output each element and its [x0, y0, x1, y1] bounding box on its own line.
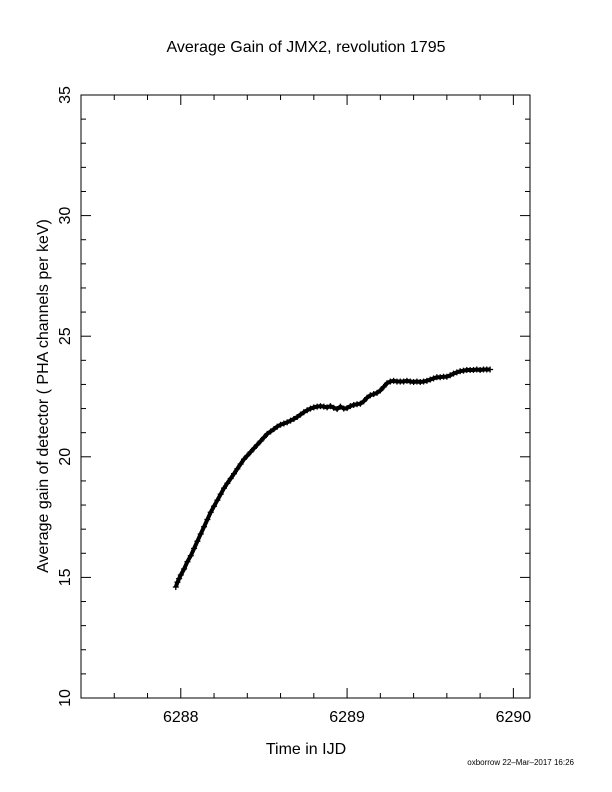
y-tick-label: 15 — [57, 568, 74, 586]
x-axis-label: Time in IJD — [266, 741, 346, 758]
x-tick-label: 6289 — [329, 709, 365, 726]
chart-title: Average Gain of JMX2, revolution 1795 — [167, 39, 446, 56]
y-tick-label: 35 — [57, 86, 74, 104]
data-points — [172, 366, 494, 591]
plot-frame — [80, 94, 531, 699]
y-tick-label: 25 — [57, 327, 74, 345]
y-tick-label: 30 — [57, 207, 74, 225]
x-tick-labels: 6288 6289 6290 — [163, 709, 531, 726]
y-tick-label: 20 — [57, 448, 74, 466]
footer-credit: oxborrow 22–Mar–2017 16:26 — [467, 758, 574, 767]
y-axis-label: Average gain of detector ( PHA channels … — [35, 219, 52, 573]
x-tick-label: 6288 — [163, 709, 199, 726]
data-band — [173, 367, 491, 588]
axis-ticks — [80, 94, 530, 699]
y-tick-labels: 10 15 20 25 30 35 — [57, 86, 74, 707]
y-tick-label: 10 — [57, 689, 74, 707]
x-tick-label: 6290 — [496, 709, 532, 726]
